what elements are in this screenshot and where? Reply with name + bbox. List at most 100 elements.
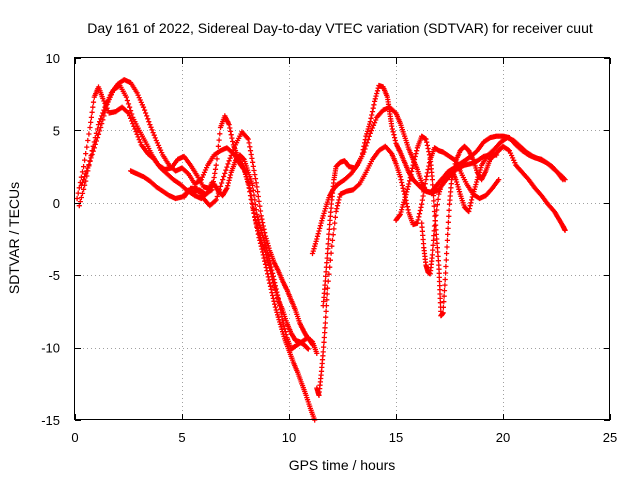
data-point xyxy=(213,162,219,168)
data-point xyxy=(412,153,418,160)
x-tick-label: 25 xyxy=(603,430,617,445)
data-point xyxy=(413,151,419,157)
data-point xyxy=(410,162,416,168)
data-point xyxy=(252,197,258,203)
data-point xyxy=(402,194,408,200)
data-point xyxy=(496,177,502,183)
data-point xyxy=(416,214,422,220)
data-point xyxy=(214,156,220,162)
data-point xyxy=(456,186,462,192)
data-point xyxy=(443,257,449,263)
data-point xyxy=(389,126,395,132)
data-point xyxy=(433,212,439,218)
data-point xyxy=(97,128,103,134)
data-point xyxy=(272,301,278,307)
data-point xyxy=(258,213,264,219)
data-point xyxy=(429,252,435,258)
data-point xyxy=(415,217,421,223)
data-point xyxy=(87,158,93,164)
data-point xyxy=(226,122,232,128)
data-point xyxy=(442,276,448,283)
data-point xyxy=(322,330,328,336)
data-point xyxy=(260,223,266,229)
data-point xyxy=(257,203,263,209)
data-point xyxy=(155,142,162,148)
data-point xyxy=(404,204,410,210)
data-point xyxy=(91,145,97,151)
data-point xyxy=(278,310,284,316)
data-point xyxy=(240,156,246,162)
data-point xyxy=(145,116,151,122)
data-point xyxy=(259,216,265,222)
data-point xyxy=(475,174,481,180)
data-point xyxy=(322,208,328,214)
data-point xyxy=(474,177,480,183)
data-point xyxy=(402,197,408,203)
data-point xyxy=(148,124,154,130)
y-tick-labels: 10 5 0 -5 -10 -15 xyxy=(41,51,60,428)
data-point xyxy=(399,207,405,213)
data-point xyxy=(472,184,478,190)
data-point xyxy=(81,164,87,170)
data-point xyxy=(219,180,225,186)
data-point xyxy=(408,172,414,178)
data-point xyxy=(423,177,429,183)
data-point xyxy=(127,104,133,110)
data-point xyxy=(422,181,428,187)
data-point xyxy=(398,209,404,215)
data-point xyxy=(443,270,449,276)
data-point xyxy=(397,212,403,218)
data-point xyxy=(426,149,432,155)
data-point xyxy=(142,107,148,113)
data-point xyxy=(312,241,318,247)
data-point xyxy=(324,297,330,303)
y-tick-label: -5 xyxy=(48,268,60,283)
data-point xyxy=(400,185,406,191)
data-point xyxy=(271,298,277,304)
data-point xyxy=(212,198,218,204)
data-point xyxy=(332,220,338,226)
data-point xyxy=(250,159,256,165)
data-point xyxy=(149,127,155,133)
data-point xyxy=(229,135,235,141)
data-point xyxy=(246,185,252,191)
data-point xyxy=(434,240,440,246)
data-point xyxy=(369,112,375,118)
data-point xyxy=(230,147,236,153)
data-point xyxy=(471,186,478,192)
data-point xyxy=(442,282,448,288)
data-point xyxy=(374,88,381,94)
data-point xyxy=(330,232,336,238)
data-point xyxy=(320,349,326,355)
data-point xyxy=(273,307,279,313)
data-point xyxy=(435,196,441,202)
data-point xyxy=(221,173,227,180)
data-point xyxy=(366,123,372,130)
data-point xyxy=(445,225,451,231)
data-point xyxy=(247,148,254,154)
data-point xyxy=(438,184,444,190)
data-point xyxy=(88,114,94,120)
data-point xyxy=(369,125,376,131)
data-point xyxy=(390,129,396,135)
data-point xyxy=(512,160,518,166)
data-point xyxy=(135,134,141,140)
data-point xyxy=(277,319,283,325)
data-point xyxy=(201,169,208,175)
data-point xyxy=(313,238,319,244)
data-point xyxy=(329,243,335,249)
data-point xyxy=(321,334,327,341)
data-point xyxy=(257,225,264,231)
data-point xyxy=(266,245,272,251)
data-point xyxy=(265,240,271,246)
data-point xyxy=(252,176,259,182)
data-point xyxy=(430,193,437,199)
data-point xyxy=(477,167,483,173)
data-point xyxy=(86,162,92,168)
data-point xyxy=(252,202,259,208)
data-point xyxy=(443,263,449,270)
data-point xyxy=(314,350,320,356)
data-point xyxy=(372,96,378,102)
data-point xyxy=(79,179,86,186)
data-point xyxy=(255,225,261,231)
